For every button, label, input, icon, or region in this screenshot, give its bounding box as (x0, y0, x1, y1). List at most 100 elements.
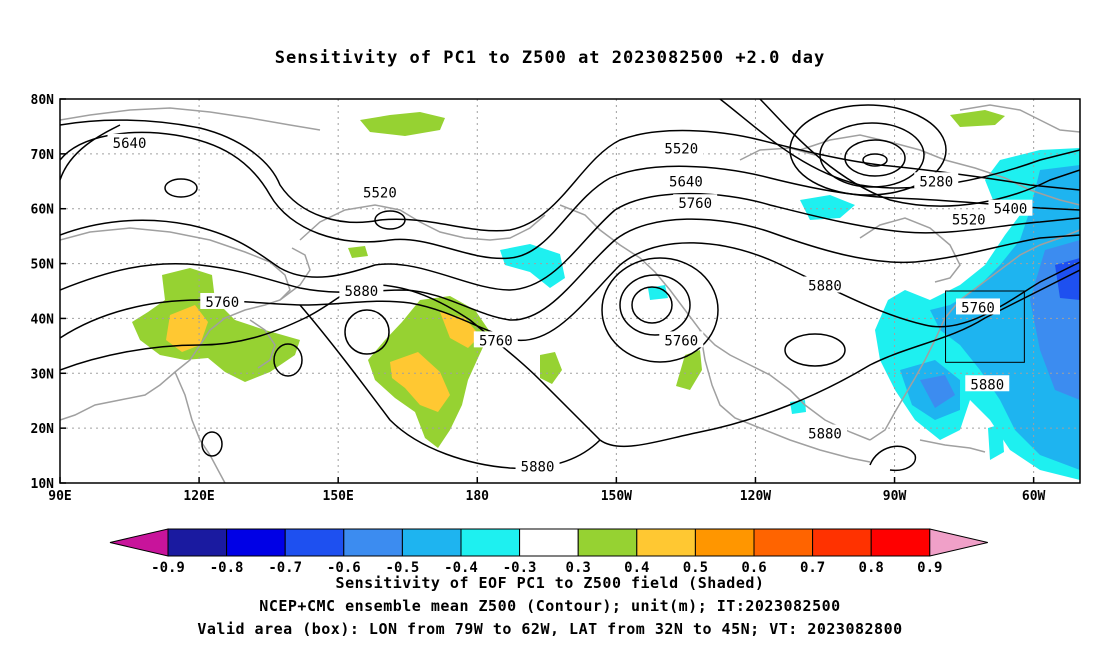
contour-low-center (789, 104, 947, 196)
contour-label-bg (946, 210, 991, 227)
colorbar-swatch (870, 528, 931, 557)
positive-shading-region (540, 352, 562, 384)
coastlines (60, 104, 1080, 483)
contour-label: 5760 (205, 295, 239, 311)
colorbar-label: 0.7 (800, 560, 825, 576)
sensitivity-shading (132, 110, 1080, 480)
contour-low-inner (619, 274, 691, 336)
caption-valid-area: Valid area (box): LON from 79W to 62W, L… (197, 620, 903, 638)
negative-shading-core (920, 375, 955, 408)
contour-label: 5400 (994, 202, 1028, 218)
colorbar-label: 0.3 (566, 560, 591, 576)
contour-label-bg (663, 172, 708, 189)
contour-label: 5520 (952, 213, 986, 229)
lon-tick-label: 180 (466, 489, 490, 504)
lat-tick-label: 20N (31, 422, 55, 437)
contour-label-bg (914, 172, 959, 189)
positive-shading-region (676, 350, 702, 390)
colorbar-swatch (343, 528, 403, 557)
contour-label-bg (339, 282, 384, 298)
contour-label: 5760 (678, 196, 712, 212)
colorbar-label: -0.6 (327, 560, 361, 576)
colorbar-swatch (460, 528, 521, 557)
contour-low (164, 178, 198, 198)
colorbar-label: -0.9 (151, 560, 185, 576)
colorbar-swatch (577, 528, 638, 557)
positive-shading-region (950, 110, 1005, 127)
contour-label-bg (515, 457, 560, 474)
contour-label: 5880 (808, 427, 842, 443)
negative-shading-core (1055, 258, 1080, 300)
contour-high (201, 431, 223, 457)
positive-shading-core (440, 312, 480, 348)
colorbar-label: 0.6 (741, 560, 766, 576)
lon-tick-label: 120E (183, 489, 214, 504)
contour-label: 5520 (664, 141, 698, 157)
negative-shading-region (500, 244, 565, 288)
colorbar-swatch (753, 528, 814, 557)
contour-label-bg (803, 276, 847, 293)
contour-label-bg (473, 331, 518, 348)
contour-label-bg (673, 194, 718, 211)
contour-label-bg (988, 199, 1033, 216)
colorbar-label: -0.5 (386, 560, 420, 576)
colorbar-label: 0.4 (624, 560, 649, 576)
contour-label-bg (659, 331, 704, 348)
contour-label: 5640 (669, 174, 703, 190)
contour-label: 5760 (479, 333, 513, 349)
colorbar-label: -0.8 (210, 560, 244, 576)
contour-line (60, 218, 1080, 321)
contour-line (759, 99, 1080, 207)
colorbar-swatch (812, 528, 872, 557)
lon-tick-label: 120W (740, 489, 771, 504)
contour-label-bg (803, 424, 847, 441)
caption-contour: NCEP+CMC ensemble mean Z500 (Contour); u… (259, 597, 841, 615)
contour-label: 5760 (664, 333, 698, 349)
lon-tick-label: 90E (48, 489, 71, 504)
lat-tick-label: 10N (31, 477, 55, 492)
lon-tick-label: 150E (323, 489, 354, 504)
contour-line (60, 124, 121, 181)
contour-label: 5760 (961, 300, 995, 316)
colorbar-label: 0.9 (917, 560, 942, 576)
caption-shading: Sensitivity of EOF PC1 to Z500 field (Sh… (335, 574, 765, 592)
contour-label-bg (200, 292, 245, 309)
longitude-axis: 90E 120E 150E 180 150W 120W 90W 60W (48, 477, 1046, 504)
contour-line (719, 99, 1080, 189)
colorbar-swatch (167, 528, 228, 557)
colorbar-label: -0.4 (444, 560, 478, 576)
colorbar-swatch (694, 528, 755, 557)
contour-labels: 5640 5520 5520 5640 5760 5280 5400 5520 5760 5880… (107, 133, 1033, 476)
colorbar-label: 0.8 (859, 560, 884, 576)
contour-label: 5880 (345, 284, 379, 300)
contour-label: 5880 (970, 377, 1004, 393)
contour-low-center (844, 139, 906, 177)
lat-tick-label: 70N (31, 148, 55, 163)
positive-shading-region (348, 246, 368, 258)
contour-label: 5880 (808, 279, 842, 295)
negative-shading-region (988, 424, 1004, 460)
lat-tick-label: 30N (31, 367, 55, 382)
contour-high (273, 343, 303, 377)
contour-label-bg (965, 375, 1010, 392)
positive-shading-core (390, 352, 450, 412)
lat-tick-label: 80N (31, 93, 55, 108)
contour-label: 5880 (521, 460, 555, 476)
contour-label-bg (659, 139, 704, 156)
lon-tick-label: 60W (1022, 489, 1046, 504)
lat-tick-label: 40N (31, 312, 55, 327)
contour-line (599, 269, 1080, 448)
colorbar-swatch (401, 528, 462, 557)
contour-line (60, 284, 601, 441)
map-title: Sensitivity of PC1 to Z500 at 2023082500… (274, 48, 826, 68)
colorbar-label: -0.7 (268, 560, 302, 576)
contour-label: 5520 (363, 185, 397, 201)
colorbar-swatch (226, 528, 286, 557)
lat-tick-label: 60N (31, 203, 55, 218)
colorbar-swatch (636, 528, 696, 557)
contour-low-outer (601, 257, 719, 363)
colorbar-left-tip (109, 528, 169, 557)
lon-tick-label: 150W (601, 489, 632, 504)
contour-line (60, 192, 1080, 291)
